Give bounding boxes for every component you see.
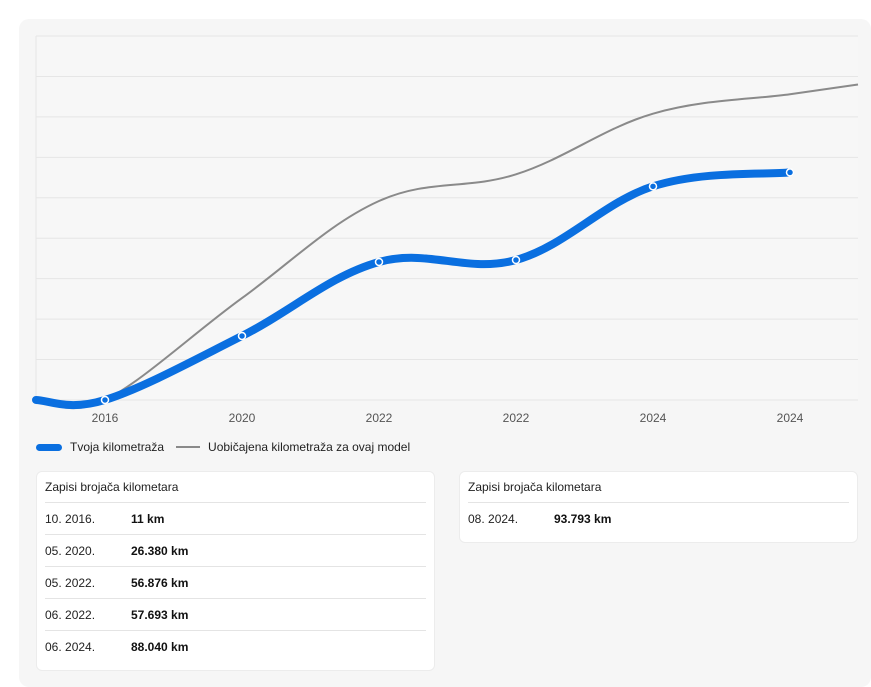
data-point-your-mileage[interactable] — [374, 257, 384, 267]
table-title: Zapisi brojača kilometara — [468, 472, 849, 503]
legend-label-typical-mileage: Uobičajena kilometraža za ovaj model — [208, 440, 411, 454]
legend-item-your-mileage: Tvoja kilometraža — [36, 440, 164, 454]
table-row: 10. 2016. 11 km — [45, 503, 426, 535]
chart-points — [100, 168, 795, 405]
data-point-your-mileage[interactable] — [511, 255, 521, 265]
record-date: 06. 2022. — [45, 607, 96, 622]
table-row: 05. 2020. 26.380 km — [45, 535, 426, 567]
mileage-chart: 2016 2020 2022 2022 2024 2024 — [32, 35, 859, 425]
x-tick-label: 2024 — [777, 411, 804, 425]
legend-swatch-your-mileage — [36, 443, 62, 451]
x-tick-label: 2022 — [503, 411, 530, 425]
chart-legend: Tvoja kilometraža Uobičajena kilometraža… — [36, 438, 422, 456]
legend-label-your-mileage: Tvoja kilometraža — [70, 440, 165, 454]
record-value: 57.693 km — [131, 607, 189, 622]
odometer-records-table-1: Zapisi brojača kilometara 10. 2016. 11 k… — [36, 471, 435, 671]
data-point-your-mileage[interactable] — [648, 182, 658, 191]
x-axis-ticks: 2016 2020 2022 2022 2024 2024 — [92, 411, 804, 425]
legend-item-typical-mileage: Uobičajena kilometraža za ovaj model — [176, 440, 410, 454]
record-date: 10. 2016. — [45, 511, 96, 526]
record-date: 08. 2024. — [468, 512, 519, 526]
table-row: 06. 2024. 88.040 km — [45, 631, 426, 663]
record-value: 56.876 km — [131, 575, 189, 590]
data-point-your-mileage[interactable] — [100, 395, 110, 405]
table-row: 06. 2022. 57.693 km — [45, 599, 426, 631]
x-tick-label: 2016 — [92, 411, 119, 425]
record-date: 05. 2022. — [45, 575, 96, 590]
x-tick-label: 2020 — [229, 411, 256, 425]
table-title: Zapisi brojača kilometara — [45, 472, 426, 503]
record-date: 05. 2020. — [45, 543, 96, 558]
odometer-records-table-2: Zapisi brojača kilometara 08. 2024. 93.7… — [459, 471, 858, 543]
table-row: 08. 2024. 93.793 km — [468, 503, 849, 535]
data-point-your-mileage[interactable] — [237, 331, 247, 341]
legend-swatch-typical-mileage — [176, 446, 201, 448]
data-point-your-mileage[interactable] — [785, 168, 795, 177]
record-value: 26.380 km — [131, 543, 189, 558]
x-tick-label: 2022 — [366, 411, 393, 425]
table-row: 05. 2022. 56.876 km — [45, 567, 426, 599]
plot-area — [36, 36, 858, 400]
chart-grid — [35, 35, 858, 401]
record-date: 06. 2024. — [45, 640, 96, 654]
record-value: 93.793 km — [554, 512, 612, 526]
record-value: 11 km — [131, 511, 165, 526]
record-value: 88.040 km — [131, 640, 189, 654]
series-line-typical-mileage — [35, 83, 859, 410]
x-tick-label: 2024 — [640, 411, 667, 425]
